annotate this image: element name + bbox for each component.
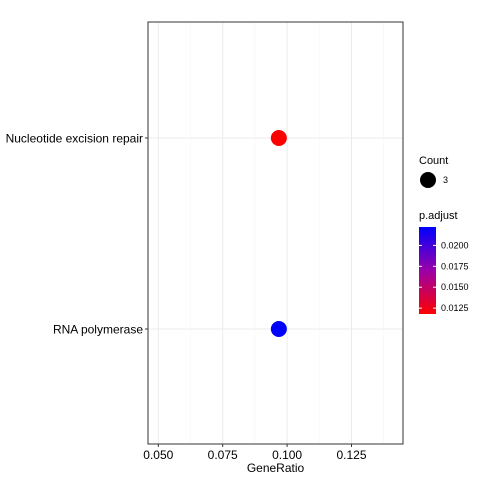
point-rna-polymerase — [270, 321, 287, 337]
x-tick-label-1: 0.075 — [208, 448, 238, 462]
padjust-colorbar — [419, 227, 436, 314]
count-legend-title: Count — [419, 155, 448, 167]
count-legend: Count 3 — [419, 155, 448, 188]
y-tick-label-0: Nucleotide excision repair — [6, 132, 143, 146]
colorbar-label-2: 0.0175 — [441, 261, 469, 271]
y-tick-label-1: RNA polymerase — [53, 323, 143, 337]
x-axis-title: GeneRatio — [247, 461, 305, 475]
x-tick-label-2: 0.100 — [272, 448, 302, 462]
panel-border — [147, 21, 404, 445]
count-legend-label-0: 3 — [443, 175, 448, 185]
count-legend-key-0 — [420, 172, 436, 188]
y-axis: Nucleotide excision repair RNA polymerase — [6, 132, 148, 337]
padjust-legend-title: p.adjust — [419, 210, 458, 222]
x-tick-label-3: 0.125 — [336, 448, 366, 462]
padjust-legend: p.adjust 0.0125 0.0150 0.0175 0.0200 — [419, 210, 469, 314]
colorbar-label-0: 0.0125 — [441, 303, 469, 313]
colorbar-label-1: 0.0150 — [441, 282, 469, 292]
x-tick-label-0: 0.050 — [143, 448, 173, 462]
data-points — [270, 130, 287, 337]
colorbar-label-3: 0.0200 — [441, 240, 469, 250]
x-axis: 0.050 0.075 0.100 0.125 — [143, 444, 367, 462]
point-nucleotide-excision-repair — [270, 130, 287, 146]
